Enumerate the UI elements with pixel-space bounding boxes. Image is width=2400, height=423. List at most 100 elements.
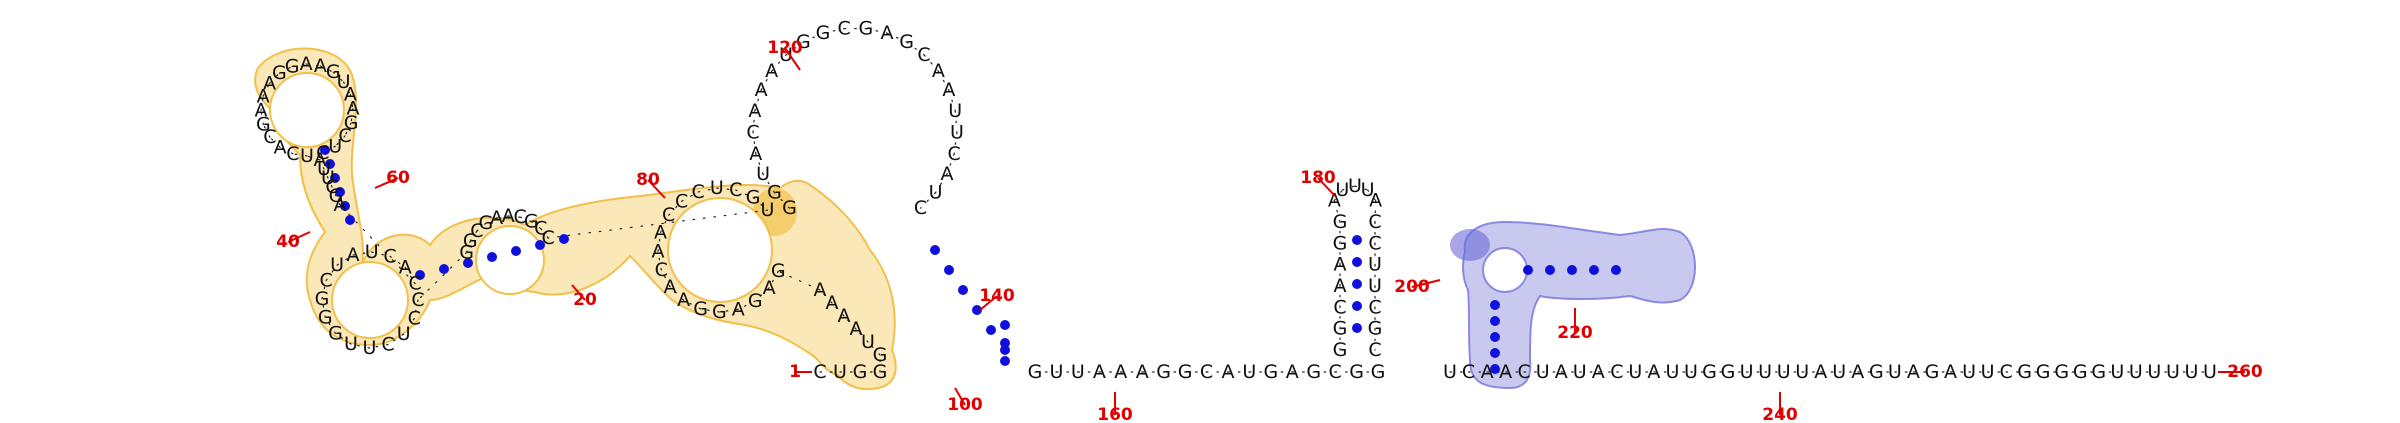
nucleotide: A xyxy=(826,292,839,314)
nucleotide: A xyxy=(677,289,690,311)
backbone-segment xyxy=(262,82,271,97)
backbone-segment xyxy=(755,153,764,175)
position-label-40: 40 xyxy=(276,232,300,252)
nucleotide: C xyxy=(1328,361,1341,383)
backbone-segment xyxy=(934,173,948,194)
position-label-20: 20 xyxy=(573,290,597,310)
nucleotide: U xyxy=(833,361,847,383)
nucleotide: C xyxy=(338,125,351,147)
base-pair-dot xyxy=(986,325,996,335)
nucleotide: G xyxy=(329,185,344,207)
base-pair-dot xyxy=(1490,348,1500,358)
base-pair-dot xyxy=(1523,265,1533,275)
backbone-segment xyxy=(771,54,787,72)
base-pair-dot xyxy=(487,252,497,262)
nucleotide: A xyxy=(1814,361,1827,383)
nucleotide: C xyxy=(1518,361,1531,383)
nucleotide: G xyxy=(459,241,474,263)
position-label-60: 60 xyxy=(386,168,410,188)
nucleotide: G xyxy=(693,298,708,320)
base-pair-dot xyxy=(511,246,521,256)
nucleotide: U xyxy=(365,241,379,263)
nucleotide: C xyxy=(534,218,547,240)
nucleotide: C xyxy=(1999,361,2012,383)
nucleotide: A xyxy=(654,221,667,243)
position-label-220: 220 xyxy=(1557,323,1593,343)
number-tick xyxy=(784,47,801,71)
position-label-140: 140 xyxy=(979,286,1015,306)
nucleotide: U xyxy=(2147,361,2161,383)
backbone-segment xyxy=(469,230,478,242)
backbone-segment xyxy=(906,41,925,56)
base-pair-dot xyxy=(1000,345,1010,355)
orange-internal-loop-hole-1 xyxy=(331,261,409,339)
number-tick xyxy=(647,179,666,199)
nucleotide: C xyxy=(729,179,742,201)
backbone-segment xyxy=(519,216,532,223)
backbone-segment xyxy=(279,146,294,155)
nucleotide: A xyxy=(1114,361,1127,383)
nucleotide: A xyxy=(940,163,953,185)
nucleotide: A xyxy=(1093,361,1106,383)
backbone-segment xyxy=(923,54,939,72)
base-pair-dot xyxy=(335,187,345,197)
nucleotide: A xyxy=(1592,361,1605,383)
blue-inner-loop-hole xyxy=(1482,247,1528,293)
nucleotide: G xyxy=(1721,361,1736,383)
nucleotide: G xyxy=(746,187,761,209)
nucleotide: G xyxy=(272,62,287,84)
nucleotide: C xyxy=(914,197,927,219)
nucleotide: U xyxy=(2129,361,2143,383)
backbone-segment xyxy=(319,159,325,170)
nucleotide: A xyxy=(755,79,768,101)
nucleotide: C xyxy=(655,259,668,281)
nucleotide: C xyxy=(325,176,338,198)
base-pair-dot xyxy=(535,240,545,250)
nucleotide: U xyxy=(1795,361,1809,383)
nucleotide: U xyxy=(317,158,331,180)
nucleotide: U xyxy=(2110,361,2124,383)
nucleotide: U xyxy=(2166,361,2180,383)
nucleotide: A xyxy=(1851,361,1864,383)
base-pair-dot xyxy=(1490,332,1500,342)
nucleotide: G xyxy=(1178,361,1193,383)
backbone-segment xyxy=(278,65,293,74)
nucleotide: U xyxy=(948,100,962,122)
nucleotide: C xyxy=(541,227,554,249)
backbone-segment xyxy=(1333,199,1341,223)
base-pair-dot xyxy=(1490,300,1500,310)
backbone-segment xyxy=(339,204,416,285)
backbone-segment xyxy=(417,251,468,301)
nucleotide: C xyxy=(408,307,421,329)
base-pair-dot xyxy=(463,258,473,268)
orange-hairpin-loop-hole xyxy=(269,72,345,148)
backbone-segment xyxy=(292,153,308,157)
backbone-segment xyxy=(495,215,509,219)
nucleotide: G xyxy=(1869,361,1884,383)
backbone-segment xyxy=(954,110,958,133)
nucleotide: U xyxy=(861,331,875,353)
base-pair-dot xyxy=(972,305,982,315)
nucleotide: A xyxy=(932,60,945,82)
highlight-layer xyxy=(254,47,1696,391)
nucleotide: A xyxy=(814,279,827,301)
backbone-segment xyxy=(305,63,321,67)
nucleotide: U xyxy=(950,121,964,143)
nucleotide: A xyxy=(748,100,761,122)
backbone-segment xyxy=(1333,189,1343,202)
backbone-segment xyxy=(1341,185,1356,191)
nucleotide: C xyxy=(383,245,396,267)
nucleotide: U xyxy=(1536,361,1550,383)
backbone-segment xyxy=(762,173,776,194)
nucleotide: C xyxy=(917,44,930,66)
backbone-segment xyxy=(802,32,824,43)
nucleotide: A xyxy=(1944,361,1957,383)
nucleotide: U xyxy=(1573,361,1587,383)
nucleotide: C xyxy=(381,334,394,356)
nucleotide: A xyxy=(1555,361,1568,383)
nucleotide: C xyxy=(408,273,421,295)
nucleotide: U xyxy=(929,182,943,204)
nucleotide: U xyxy=(1335,179,1349,201)
